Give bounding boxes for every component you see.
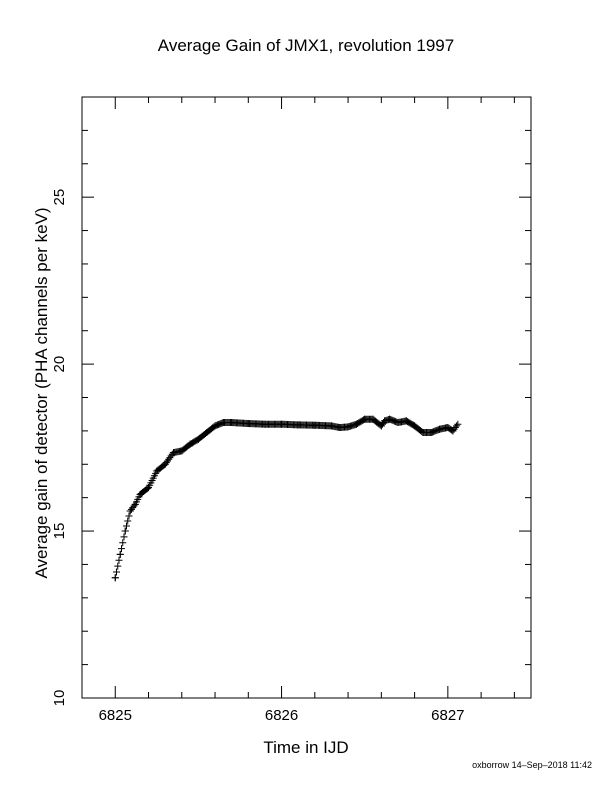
data-point-fill (124, 517, 132, 525)
data-point (336, 424, 344, 432)
data-point (377, 422, 385, 430)
data-point-fill (125, 512, 133, 520)
data-point-fill (120, 533, 128, 541)
data-point (402, 417, 410, 425)
data-point (126, 507, 134, 515)
x-axis-label-text: Time in IJD (263, 738, 349, 757)
data-point (136, 490, 144, 498)
data-point (294, 421, 302, 429)
data-point (178, 447, 186, 455)
data-point (111, 574, 119, 582)
data-point (369, 415, 377, 423)
data-point (186, 440, 194, 448)
data-point (211, 422, 219, 430)
data-point (194, 435, 202, 443)
data-point (419, 429, 427, 437)
data-point (219, 419, 227, 427)
data-point (278, 420, 286, 428)
x-tick-label: 6826 (265, 707, 298, 724)
x-tick-label: 6825 (99, 707, 132, 724)
data-point-fill (122, 522, 130, 530)
data-point (436, 425, 444, 433)
footer-stamp: oxborrow 14–Sep–2018 11:42 (472, 760, 592, 770)
data-point (244, 420, 252, 428)
data-point (311, 421, 319, 429)
data-point (449, 427, 457, 435)
data-point (454, 420, 462, 428)
data-point (427, 429, 435, 437)
data-point (327, 422, 335, 430)
y-axis-label: Average gain of detector (PHA channels p… (32, 207, 51, 579)
data-point (116, 550, 124, 558)
data-point (161, 460, 169, 468)
data-point (411, 422, 419, 430)
data-point (121, 527, 129, 535)
data-point (261, 420, 269, 428)
data-point-fill (119, 539, 127, 547)
data-point-fill (115, 556, 123, 564)
chart-title: Average Gain of JMX1, revolution 1997 (157, 36, 455, 55)
data-point-fill (117, 545, 125, 553)
data-point (228, 419, 236, 427)
data-point (145, 484, 153, 492)
x-axis-label: Time in IJD (0, 738, 612, 758)
data-point-fill (114, 562, 122, 570)
data-point (386, 415, 394, 423)
data-point (444, 424, 452, 432)
data-point-fill (130, 502, 138, 510)
y-tick-label: 10 (51, 690, 68, 707)
data-point (169, 449, 177, 457)
y-tick-label: 25 (51, 189, 68, 206)
y-tick-label: 20 (51, 356, 68, 373)
y-tick-label: 15 (51, 523, 68, 540)
data-point (344, 423, 352, 431)
data-point (361, 415, 369, 423)
data-point (352, 420, 360, 428)
plot-frame (81, 96, 532, 699)
data-point-fill (453, 422, 461, 430)
data-point (131, 500, 139, 508)
data-point (203, 429, 211, 437)
data-point (394, 419, 402, 427)
x-tick-label: 6827 (431, 707, 464, 724)
data-point (153, 467, 161, 475)
data-point-fill (113, 568, 121, 576)
data-point (381, 417, 389, 425)
